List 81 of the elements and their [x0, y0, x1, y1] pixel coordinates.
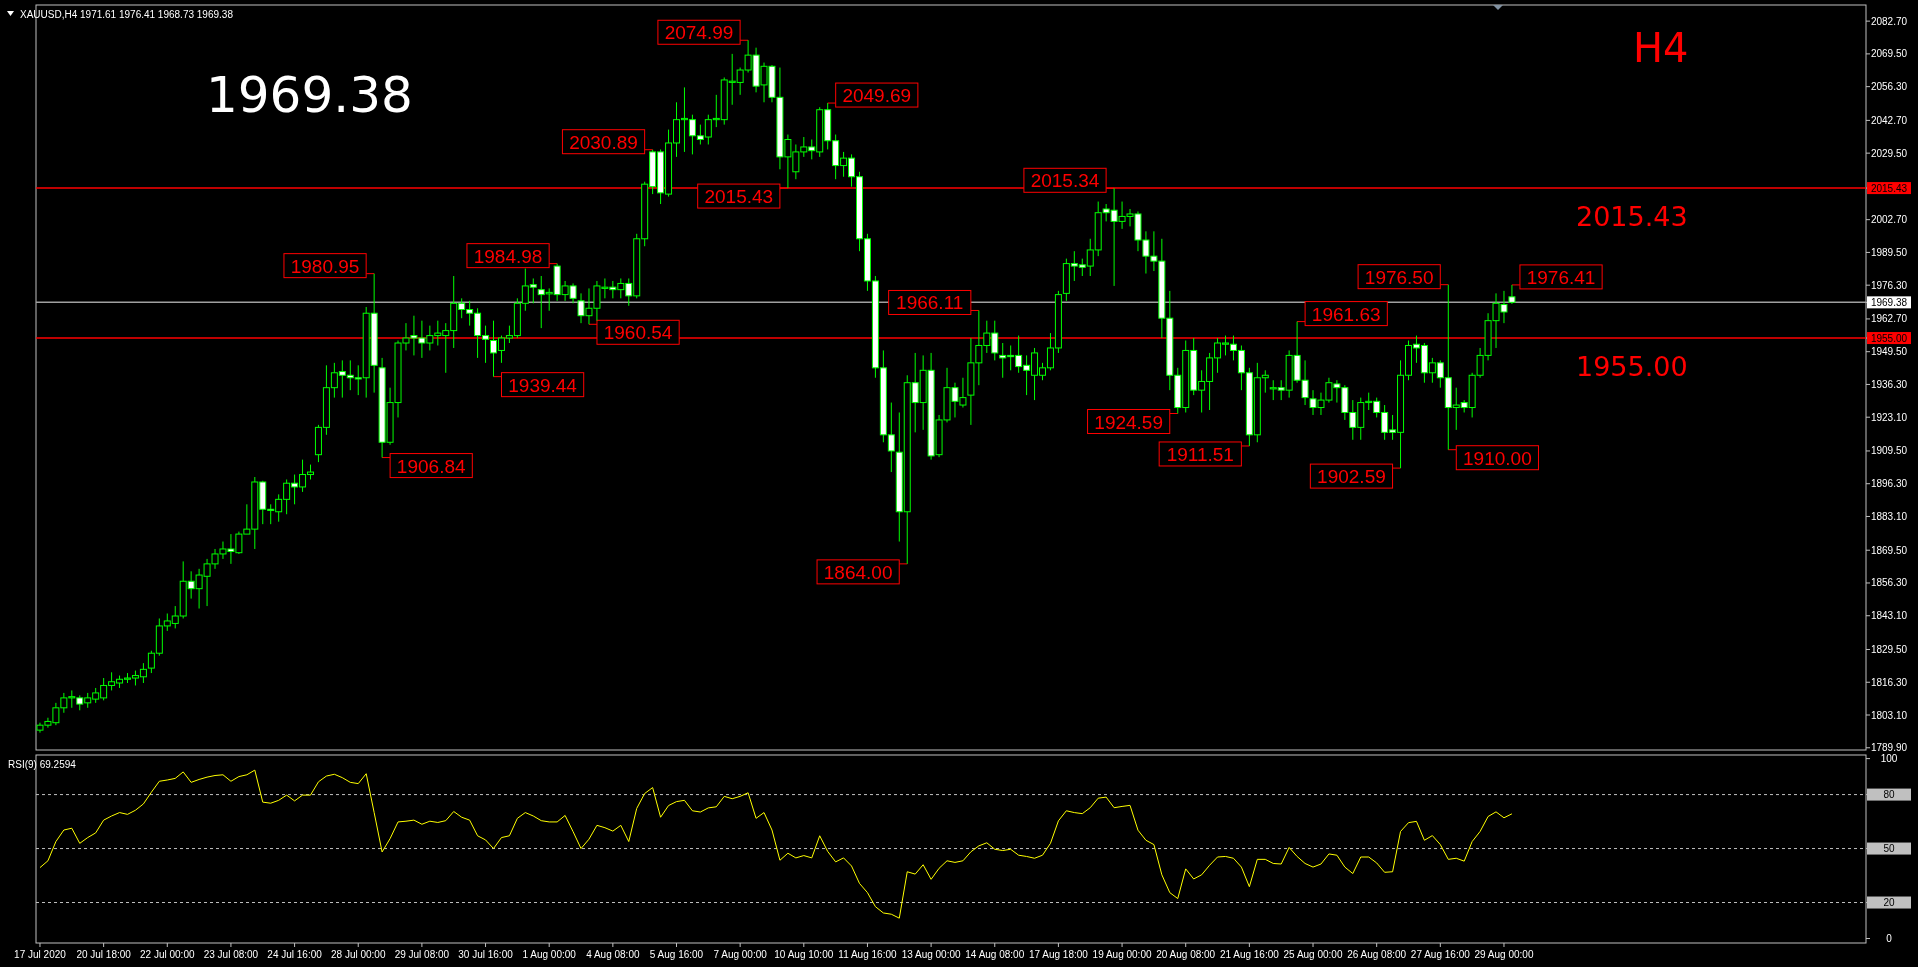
ref-line-label: 1955.00: [1576, 351, 1688, 383]
y-tick-label: 1989.50: [1870, 246, 1908, 258]
y-tick-label: 1816.30: [1870, 676, 1908, 688]
y-tick-label: 1955.00: [1870, 332, 1908, 344]
annotation: H4: [1633, 25, 1689, 71]
y-tick-label: 1869.50: [1870, 544, 1908, 556]
annotation: 1911.51: [1166, 443, 1234, 465]
category-label: 26 Aug 08:00: [1347, 949, 1407, 960]
annotation: 1902.59: [1317, 466, 1386, 488]
line-series: [39, 769, 1513, 919]
y-tick-label: 2015.43: [1870, 182, 1908, 194]
y-tick-label: 2029.50: [1870, 147, 1908, 159]
annotation: 2030.89: [569, 131, 638, 153]
y-tick-label: 80: [1883, 789, 1895, 801]
y-tick-label: 50: [1883, 843, 1895, 855]
annotation: 2015.34: [1030, 170, 1100, 192]
annotation: 1984.98: [473, 245, 543, 267]
category-label: 17 Jul 2020: [14, 949, 66, 960]
annotation: 1966.11: [896, 292, 964, 314]
category-label: 29 Aug 00:00: [1474, 949, 1534, 960]
category-label: 4 Aug 08:00: [586, 949, 640, 960]
category-label: 14 Aug 08:00: [965, 949, 1025, 960]
y-tick-label: 1949.50: [1870, 346, 1908, 358]
category-label: 11 Aug 16:00: [838, 949, 897, 960]
category-label: 22 Jul 00:00: [140, 949, 195, 960]
annotation: 2015.43: [704, 186, 774, 208]
category-label: 20 Aug 08:00: [1156, 949, 1216, 960]
category-label: 19 Aug 00:00: [1092, 949, 1152, 960]
y-tick-label: 1883.10: [1870, 510, 1908, 522]
category-label: 24 Jul 16:00: [267, 949, 322, 960]
ref-line-label: 2015.43: [1576, 201, 1688, 233]
y-tick-label: 2056.30: [1870, 81, 1908, 93]
category-label: 13 Aug 00:00: [901, 949, 961, 960]
annotation: 1864.00: [823, 561, 893, 583]
category-label: 25 Aug 00:00: [1283, 949, 1343, 960]
y-tick-label: 2069.50: [1870, 48, 1908, 60]
category-label: 7 Aug 00:00: [713, 949, 767, 960]
y-tick-label: 1936.30: [1870, 378, 1908, 390]
y-tick-label: 1829.50: [1870, 643, 1908, 655]
y-tick-label: 1969.38: [1870, 296, 1908, 308]
y-tick-label: 0: [1886, 933, 1893, 944]
annotation: 1939.44: [508, 374, 578, 396]
category-label: 28 Jul 00:00: [330, 949, 386, 960]
annotation: 1976.41: [1526, 266, 1596, 288]
y-tick-label: 100: [1880, 753, 1898, 765]
category-label: 20 Jul 18:00: [76, 949, 131, 960]
annotation: 1906.84: [396, 455, 466, 477]
y-tick-label: 1803.10: [1870, 709, 1908, 721]
y-tick-label: 1789.90: [1870, 742, 1908, 754]
annotation: 1980.95: [290, 255, 360, 277]
y-tick-label: 1909.50: [1870, 445, 1908, 457]
annotation: 2074.99: [664, 22, 734, 44]
candlestick: [1508, 284, 1516, 305]
chart-title: RSI(9) 69.2594: [8, 759, 77, 770]
annotation: 1969.38: [206, 66, 413, 124]
y-tick-label: 1923.10: [1870, 411, 1908, 423]
y-tick-label: 1962.70: [1870, 313, 1908, 325]
annotation: 1961.63: [1311, 303, 1381, 325]
category-label: 10 Aug 10:00: [774, 949, 834, 960]
y-tick-label: 1856.30: [1870, 577, 1908, 589]
annotation: 1960.54: [603, 322, 673, 344]
category-label: 23 Jul 08:00: [203, 949, 259, 960]
y-tick-label: 2002.70: [1870, 214, 1908, 226]
y-tick-label: 1976.30: [1870, 279, 1908, 291]
category-label: 29 Jul 08:00: [394, 949, 450, 960]
category-label: 30 Jul 16:00: [458, 949, 513, 960]
annotation: 2049.69: [842, 85, 912, 107]
category-label: 5 Aug 16:00: [649, 949, 704, 960]
y-tick-label: 2042.70: [1870, 114, 1908, 126]
category-label: 21 Aug 16:00: [1219, 949, 1279, 960]
category-label: 27 Aug 16:00: [1410, 949, 1470, 960]
annotation: 1910.00: [1463, 447, 1532, 469]
annotation: 1924.59: [1094, 411, 1163, 433]
category-label: 1 Aug 00:00: [522, 949, 576, 960]
category-label: 17 Aug 18:00: [1028, 949, 1088, 960]
chart-title: XAUUSD,H4 1971.61 1976.41 1968.73 1969.38: [20, 9, 234, 20]
y-tick-label: 1896.30: [1870, 478, 1908, 490]
y-tick-label: 2082.70: [1870, 15, 1908, 27]
y-tick-label: 20: [1883, 897, 1895, 909]
y-tick-label: 1843.10: [1870, 610, 1908, 622]
annotation: 1976.50: [1364, 266, 1434, 288]
